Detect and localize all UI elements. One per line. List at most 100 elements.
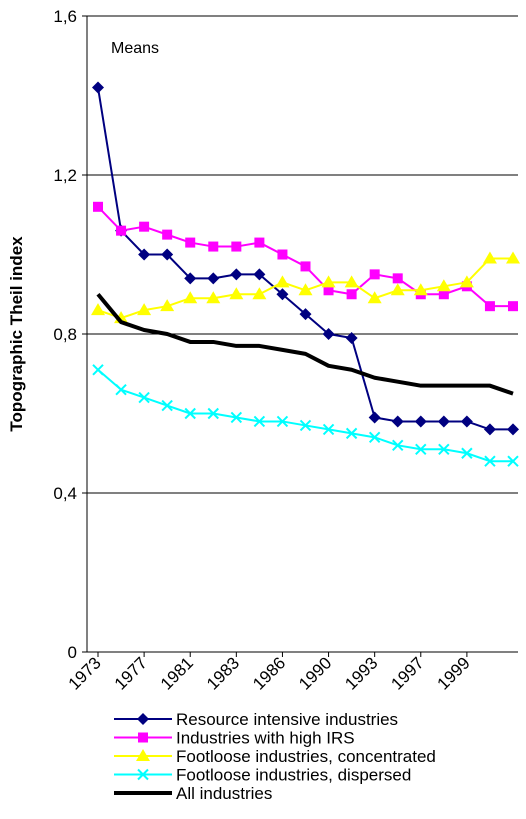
data-point-triangle bbox=[137, 303, 152, 316]
data-point-triangle bbox=[298, 283, 313, 296]
data-point-x bbox=[207, 407, 219, 420]
data-point-diamond bbox=[460, 415, 473, 428]
data-point-diamond bbox=[161, 248, 174, 261]
data-point-diamond bbox=[437, 415, 450, 428]
data-point-triangle bbox=[413, 283, 428, 296]
y-tick-label: 1,2 bbox=[53, 166, 77, 185]
data-point-diamond bbox=[507, 423, 519, 436]
data-point-x bbox=[345, 427, 358, 440]
series-resource-intensive-industries bbox=[92, 81, 519, 436]
legend-item: Footloose industries, concentrated bbox=[114, 747, 436, 766]
data-point-diamond bbox=[207, 272, 220, 285]
legend-item: Footloose industries, dispersed bbox=[114, 766, 411, 785]
data-point-x bbox=[322, 423, 335, 436]
data-point-triangle bbox=[252, 287, 267, 300]
data-point-x bbox=[184, 407, 196, 420]
data-point-diamond bbox=[322, 328, 335, 340]
x-tick-label: 1997 bbox=[387, 653, 427, 693]
data-point-x bbox=[138, 391, 150, 404]
data-point-x bbox=[115, 383, 127, 396]
data-point-triangle bbox=[436, 279, 451, 292]
data-point-triangle bbox=[229, 287, 244, 300]
data-point-x bbox=[161, 399, 173, 412]
data-point-square bbox=[369, 269, 380, 280]
data-point-triangle bbox=[367, 291, 382, 304]
data-point-diamond bbox=[253, 268, 266, 281]
data-point-square bbox=[162, 229, 173, 240]
data-point-diamond bbox=[138, 248, 151, 261]
x-tick-label: 1990 bbox=[295, 653, 335, 693]
data-point-diamond bbox=[391, 415, 404, 428]
data-point-x bbox=[276, 415, 289, 428]
data-point-x bbox=[92, 364, 104, 376]
series-line bbox=[97, 369, 513, 463]
data-point-square bbox=[323, 285, 334, 296]
data-point-square bbox=[392, 273, 403, 284]
data-point-square bbox=[438, 289, 449, 300]
data-point-diamond bbox=[230, 268, 243, 281]
legend: Resource intensive industriesIndustries … bbox=[114, 710, 436, 803]
y-tick-label: 0 bbox=[68, 643, 77, 662]
y-axis-title: Topographic Theil index bbox=[7, 236, 26, 432]
data-point-x bbox=[438, 443, 450, 455]
chart-annotation: Means bbox=[111, 40, 159, 57]
data-point-triangle bbox=[482, 251, 497, 264]
legend-item: Industries with high IRS bbox=[114, 729, 355, 748]
data-point-square bbox=[139, 221, 150, 232]
data-point-square bbox=[208, 241, 219, 252]
data-point-triangle bbox=[344, 275, 359, 288]
series-line bbox=[96, 292, 514, 396]
data-point-x bbox=[461, 447, 473, 459]
y-tick-label: 1,6 bbox=[53, 7, 77, 26]
data-point-triangle bbox=[136, 749, 150, 761]
legend-label: Resource intensive industries bbox=[176, 710, 398, 729]
data-point-square bbox=[93, 201, 103, 212]
data-point-triangle bbox=[160, 299, 175, 312]
data-point-triangle bbox=[91, 303, 105, 316]
gridlines bbox=[82, 15, 518, 653]
x-tick-label: 1981 bbox=[157, 653, 197, 693]
data-point-square bbox=[231, 241, 242, 252]
data-point-square bbox=[116, 225, 127, 236]
y-tick-label: 0,8 bbox=[53, 325, 77, 344]
x-tick-label: 1999 bbox=[434, 653, 474, 693]
data-point-diamond bbox=[414, 415, 427, 428]
y-tick-labels: 0 0,4 0,8 1,2 1,6 bbox=[53, 7, 77, 662]
data-point-diamond bbox=[184, 272, 197, 285]
data-point-square bbox=[138, 732, 148, 743]
data-point-x bbox=[368, 431, 381, 444]
data-point-diamond bbox=[483, 423, 496, 436]
data-point-x bbox=[507, 455, 519, 467]
data-point-x bbox=[137, 768, 149, 781]
data-point-x bbox=[415, 443, 427, 455]
data-point-square bbox=[185, 237, 196, 248]
data-point-x bbox=[392, 439, 404, 452]
data-point-diamond bbox=[92, 81, 104, 94]
data-point-triangle bbox=[390, 283, 405, 296]
series-all-industries bbox=[96, 292, 514, 396]
series-group bbox=[91, 81, 520, 467]
legend-item: All industries bbox=[114, 784, 272, 803]
x-tick-label: 1977 bbox=[111, 653, 151, 693]
legend-item: Resource intensive industries bbox=[114, 710, 398, 729]
data-point-square bbox=[254, 237, 265, 248]
data-point-square bbox=[346, 289, 357, 300]
series-footloose-industries-dispersed bbox=[92, 364, 519, 467]
data-point-square bbox=[300, 261, 311, 272]
data-point-x bbox=[253, 415, 266, 428]
series-line bbox=[97, 87, 513, 431]
x-tick-label: 1986 bbox=[249, 653, 289, 693]
data-point-diamond bbox=[368, 411, 381, 424]
data-point-triangle bbox=[506, 251, 520, 264]
data-point-x bbox=[299, 419, 312, 432]
y-tick-label: 0,4 bbox=[53, 484, 77, 503]
legend-label: Industries with high IRS bbox=[176, 729, 355, 748]
data-point-x bbox=[230, 411, 243, 424]
data-point-diamond bbox=[299, 308, 312, 321]
legend-label: All industries bbox=[176, 784, 272, 803]
data-point-square bbox=[277, 249, 288, 260]
data-point-triangle bbox=[206, 291, 221, 304]
series-footloose-industries-concentrated bbox=[91, 251, 520, 324]
x-tick-label: 1983 bbox=[203, 653, 243, 693]
